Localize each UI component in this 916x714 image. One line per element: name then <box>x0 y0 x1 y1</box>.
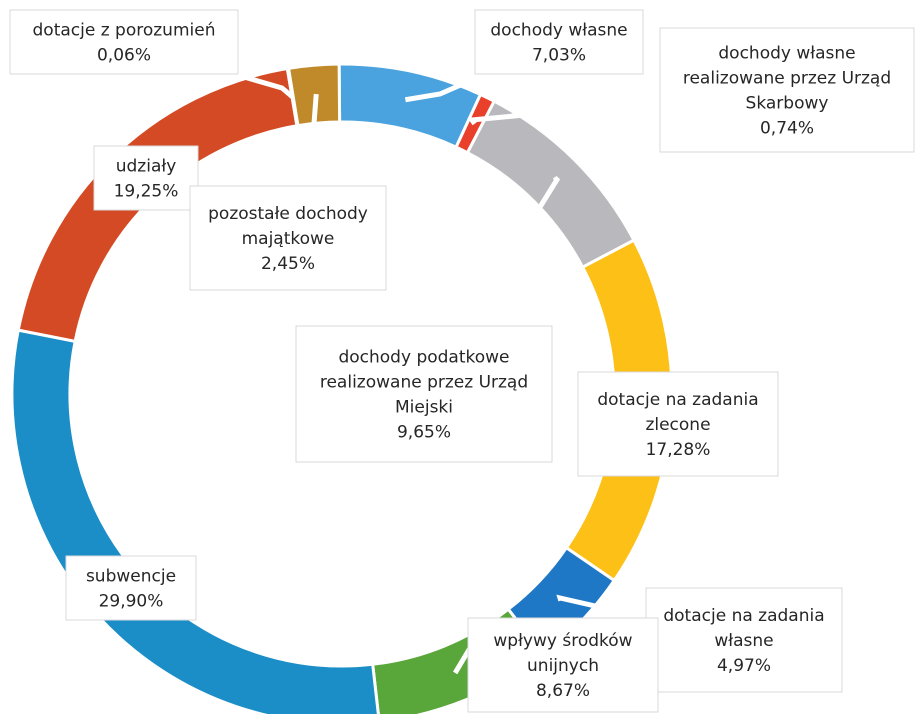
slice-name-label: dochody własne <box>490 21 627 41</box>
slice-name-label: realizowane przez Urząd <box>683 69 891 89</box>
slice-value-label: 0,06% <box>97 46 151 66</box>
slice-name-label: dotacje na zadania <box>597 390 758 410</box>
slice-name-label: udziały <box>116 157 177 177</box>
label-box <box>659 27 915 153</box>
label-box <box>9 9 239 75</box>
slice-name-label: majątkowe <box>242 229 335 249</box>
slice-name-label: realizowane przez Urząd <box>320 373 528 393</box>
leader-line <box>421 175 561 396</box>
slice-value-label: 19,25% <box>114 182 179 202</box>
slice-label: dochody własne 7,03% <box>474 9 644 75</box>
slice-name-label: subwencje <box>86 567 176 587</box>
slice-label: pozostałe dochody majątkowe 2,45% <box>189 185 387 291</box>
slice-name-label: dochody podatkowe <box>338 348 509 368</box>
label-box <box>474 9 644 75</box>
slice-name-label: Miejski <box>395 398 453 418</box>
slice-name-label: zlecone <box>645 415 710 435</box>
slice-label: subwencje 29,90% <box>65 555 197 621</box>
donut-slice <box>465 99 636 270</box>
slice-name-label: własne <box>714 631 773 651</box>
slice-value-label: 9,65% <box>397 423 451 443</box>
slice-label: udziały 19,25% <box>93 145 199 211</box>
slice-name-label: dochody własne <box>718 44 855 64</box>
slice-label: dochody własne realizowane przez Urząd Ska… <box>659 27 915 153</box>
slice-label: dotacje z porozumień 0,06% <box>9 9 239 75</box>
slice-value-label: 8,67% <box>536 681 590 701</box>
label-box <box>189 185 387 291</box>
slice-name-label: pozostałe dochody <box>208 204 368 224</box>
label-box <box>467 617 659 713</box>
slice-labels: dochody własne 7,03% dochody własne realizo… <box>9 9 915 713</box>
slice-label: wpływy środków unijnych 8,67% <box>467 617 659 713</box>
slice-label: dotacje na zadania zlecone 17,28% <box>577 371 779 477</box>
slice-value-label: 0,74% <box>760 119 814 139</box>
slice-value-label: 4,97% <box>717 656 771 676</box>
label-box <box>65 555 197 621</box>
slice-label: dotacje na zadania własne 4,97% <box>645 587 843 693</box>
label-box <box>295 325 553 463</box>
slice-name-label: Skarbowy <box>746 94 829 114</box>
slice-value-label: 17,28% <box>646 440 711 460</box>
slice-value-label: 2,45% <box>261 254 315 274</box>
donut-slice <box>337 62 483 150</box>
label-box <box>93 145 199 211</box>
slice-name-label: dotacje z porozumień <box>33 21 216 41</box>
label-box <box>645 587 843 693</box>
slice-label: dochody podatkowe realizowane przez Urząd… <box>295 325 553 463</box>
slice-name-label: wpływy środków <box>493 631 632 651</box>
label-box <box>577 371 779 477</box>
slice-name-label: unijnych <box>527 656 599 676</box>
slice-value-label: 7,03% <box>532 46 586 66</box>
slice-value-label: 29,90% <box>99 592 164 612</box>
slice-name-label: dotacje na zadania <box>663 606 824 626</box>
